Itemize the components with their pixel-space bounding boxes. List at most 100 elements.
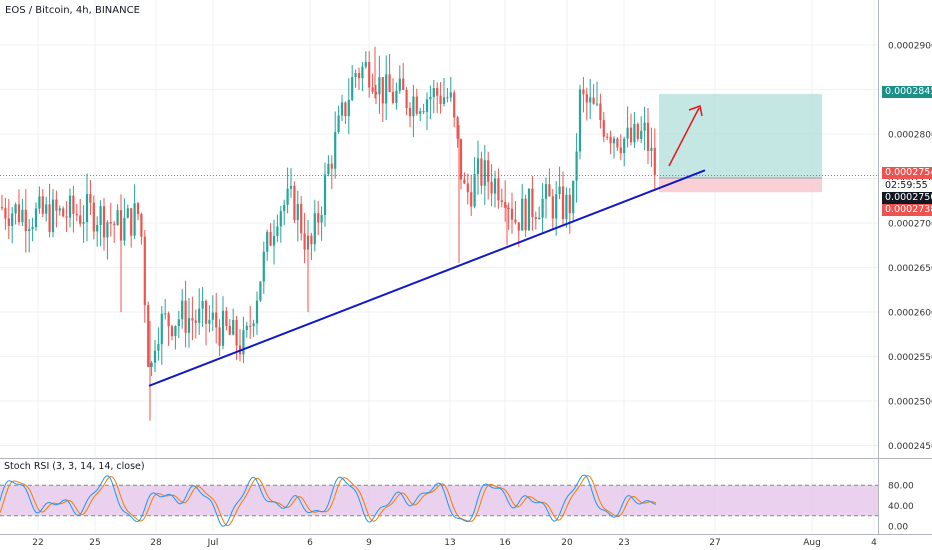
candle-body [646,122,650,152]
candle-body [466,183,469,193]
entry-price-tag: 0.0002754 [882,167,932,179]
candle-body [636,123,639,139]
candle-body [7,218,10,226]
candle-body [493,178,497,194]
candle-body [330,163,333,169]
candle-body [429,96,432,100]
target-zone [659,93,822,178]
candle-body [296,203,299,221]
candle-body [75,213,78,216]
candle-body [408,107,412,117]
candle-body [507,207,510,209]
candle-body [606,136,609,138]
candle-body [320,215,323,223]
candle-body [102,206,106,238]
price-tick-label: 0.0002900 [888,42,932,52]
candle-body [483,160,486,186]
candle-body [126,208,129,218]
candle-body [96,225,99,232]
price-tick-label: 0.0002550 [888,353,932,363]
candle-body [609,136,612,144]
candle-body [276,226,279,236]
stoch-tick-label: 0.00 [888,523,908,533]
time-tick-label: 16 [499,538,511,548]
candle-body [11,213,14,226]
candle-body [459,138,463,180]
candle-body [201,301,204,309]
candle-body [255,300,259,324]
price-tick-label: 0.0002800 [888,131,932,141]
stoch-k-line [0,474,657,527]
candle-body [68,195,72,218]
candle-body [167,313,170,327]
candle-body [558,186,561,195]
candle-body [340,102,344,116]
candle-body [473,174,476,207]
candle-body [612,138,616,144]
candle-body [398,78,401,91]
candle-body [259,281,262,301]
candle-body [650,147,653,152]
candle-body [490,181,493,194]
candle-body [177,319,180,327]
candle-body [293,185,296,221]
candle-body [191,318,194,321]
candle-body [599,103,602,121]
candle-body [602,120,605,137]
candle-body [109,222,112,224]
candle-body [391,91,395,103]
candle-body [517,222,520,231]
candle-body [388,74,391,92]
candle-body [446,97,449,99]
candle-body [357,73,361,79]
trendline [148,169,706,387]
time-tick-label: 9 [366,538,372,548]
candle-body [589,97,592,103]
candle-body [283,204,286,212]
candle-body [439,95,442,105]
candle-body [432,87,435,97]
candle-body [41,196,44,214]
stoch-rsi-title: Stoch RSI (3, 3, 14, 14, close) [4,461,145,472]
candle-body [14,204,17,214]
candle-body [215,312,218,328]
candle-body [422,111,425,113]
candle-body [565,194,568,220]
price-tick-label: 0.0002500 [888,398,932,408]
candle-body [449,92,452,98]
candle-body [313,213,316,245]
candle-body [351,77,354,100]
candle-body [572,180,575,214]
candle-body [575,151,578,181]
candle-body [487,160,490,182]
candle-body [225,310,228,327]
candle-body [385,74,388,104]
candle-body [470,192,473,207]
candle-body [442,97,446,105]
candle-body [221,310,225,346]
candle-body [17,204,21,223]
time-tick-label: 25 [89,538,100,548]
candle-body [147,305,150,367]
candle-body [456,117,459,139]
candle-body [412,96,415,117]
candle-body [38,196,41,209]
candle-body [130,208,133,236]
target-arrow [668,107,700,167]
candle-body [31,227,34,230]
candle-body [323,174,327,216]
candle-body [463,179,466,184]
candle-body [626,127,629,139]
candle-body [643,122,646,131]
candle-body [310,235,313,245]
countdown-tag: 02:59:55 [882,180,932,192]
candle-body [194,320,197,323]
candle-body [374,91,378,95]
chart-title: EOS / Bitcoin, 4h, BINANCE [5,5,140,16]
candle-body [72,195,75,214]
candle-body [150,362,153,367]
stoch-band [0,485,878,516]
candle-body [228,326,231,335]
candle-body [289,185,293,189]
